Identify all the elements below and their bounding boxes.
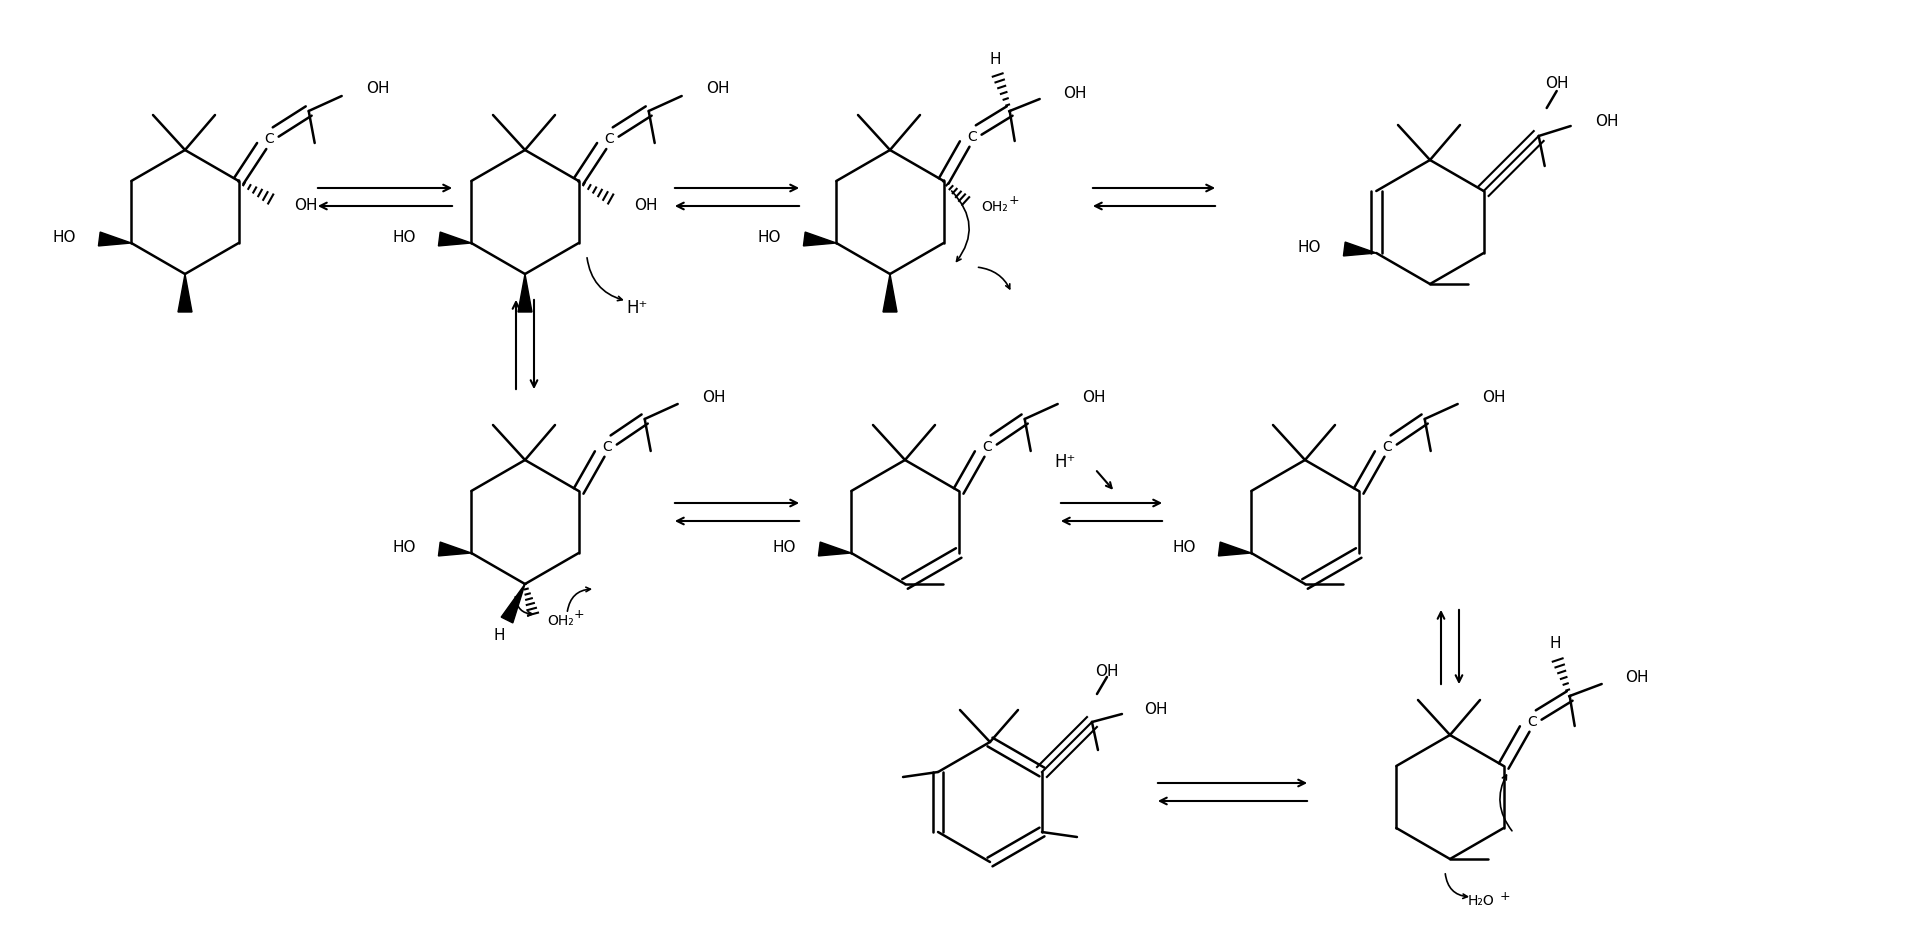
Text: OH: OH: [294, 197, 317, 212]
Text: H⁺: H⁺: [1054, 453, 1075, 471]
Text: OH: OH: [365, 82, 390, 96]
Polygon shape: [501, 584, 524, 623]
Text: HO: HO: [774, 540, 797, 554]
Text: C: C: [968, 130, 977, 144]
Polygon shape: [1344, 242, 1377, 256]
Text: OH: OH: [634, 197, 657, 212]
Text: C: C: [263, 132, 273, 146]
Polygon shape: [98, 232, 131, 246]
Polygon shape: [883, 274, 897, 312]
Text: H: H: [1549, 637, 1561, 652]
Text: OH: OH: [1482, 389, 1505, 404]
Text: OH: OH: [1062, 85, 1087, 100]
Text: HO: HO: [54, 230, 77, 245]
Text: C: C: [1526, 715, 1536, 729]
Text: H: H: [493, 629, 505, 643]
Text: OH: OH: [1596, 113, 1619, 129]
Polygon shape: [518, 274, 532, 312]
Polygon shape: [438, 542, 470, 556]
Text: OH: OH: [1094, 665, 1119, 679]
Text: C: C: [981, 440, 991, 454]
Text: HO: HO: [394, 230, 417, 245]
Text: OH: OH: [1081, 389, 1106, 404]
Text: OH₂: OH₂: [547, 614, 574, 628]
Polygon shape: [179, 274, 192, 312]
Polygon shape: [818, 542, 851, 556]
Text: HO: HO: [758, 230, 781, 245]
Polygon shape: [1219, 542, 1252, 556]
Text: +: +: [574, 608, 584, 621]
Text: H⁺: H⁺: [626, 299, 647, 317]
Text: H₂O: H₂O: [1469, 894, 1496, 908]
Text: C: C: [601, 440, 612, 454]
Text: HO: HO: [1298, 239, 1321, 255]
Text: HO: HO: [1173, 540, 1196, 554]
Text: OH: OH: [1624, 670, 1647, 685]
Text: C: C: [1382, 440, 1392, 454]
Polygon shape: [438, 232, 470, 246]
Text: C: C: [603, 132, 614, 146]
Text: OH: OH: [1546, 77, 1569, 92]
Text: OH: OH: [1144, 703, 1167, 717]
Text: +: +: [1500, 890, 1511, 903]
Text: HO: HO: [394, 540, 417, 554]
Text: H: H: [991, 52, 1002, 67]
Polygon shape: [803, 232, 837, 246]
Text: OH: OH: [701, 389, 726, 404]
Text: OH: OH: [707, 82, 730, 96]
Text: +: +: [1008, 195, 1020, 208]
Text: OH₂: OH₂: [981, 200, 1008, 214]
